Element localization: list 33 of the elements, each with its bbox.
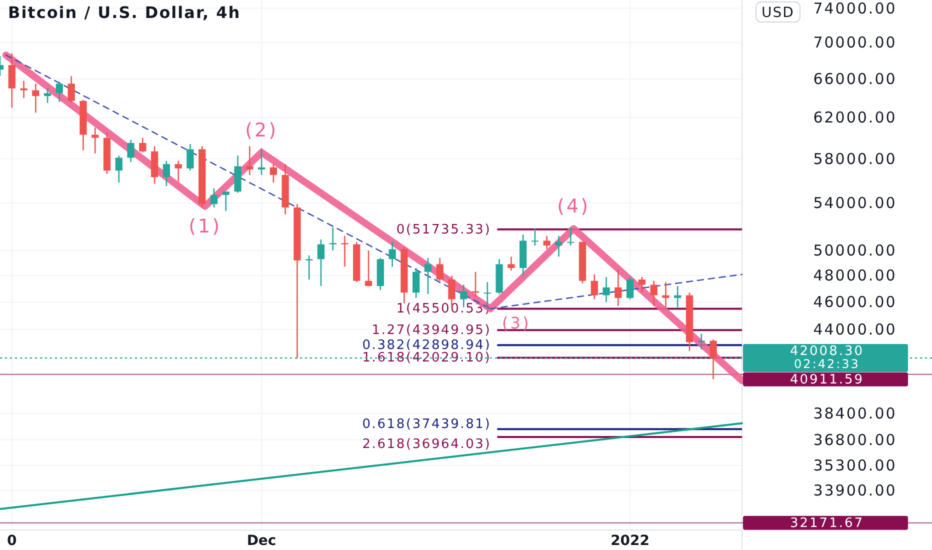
ref-line-label: 0(51735.33)	[396, 222, 492, 238]
annotation: (2)	[245, 119, 278, 142]
chart-title: Bitcoin / U.S. Dollar, 4h	[8, 3, 241, 22]
ref-line-label: 1.618(42029.10)	[362, 350, 492, 366]
y-tick-label: 33900.00	[813, 482, 897, 500]
ref-line-label: 1.27(43949.95)	[372, 323, 492, 338]
text: 02:42:33	[794, 357, 860, 372]
y-tick-label: 54000.00	[813, 194, 897, 212]
text: USD	[762, 5, 794, 21]
y-tick-label: 44000.00	[813, 320, 897, 338]
y-tick-label: 70000.00	[813, 34, 897, 52]
y-tick-label: 35300.00	[813, 456, 897, 474]
y-tick-label: 36800.00	[813, 430, 897, 449]
x-tick-label: 2022	[610, 533, 650, 549]
y-tick-label: 58000.00	[813, 150, 897, 168]
x-tick-label: Dec	[246, 533, 276, 549]
y-tick-label: 50000.00	[813, 241, 897, 260]
annotation: (3)	[502, 314, 531, 333]
y-tick-label: 74000.00	[813, 0, 897, 18]
y-tick-label: 62000.00	[813, 108, 897, 127]
y-tick-label: 48000.00	[813, 266, 897, 285]
y-tick-label: 38400.00	[813, 404, 897, 423]
annotation: (4)	[557, 196, 590, 218]
ref-line-label: 1(45500.53)	[396, 302, 492, 317]
ref-line-label: 40911.59	[790, 372, 864, 388]
ref-line-label: 0.618(37439.81)	[362, 417, 492, 432]
annotation: (1)	[188, 215, 222, 238]
y-tick-label: 46000.00	[813, 292, 897, 311]
ref-line-label: 32171.67	[790, 516, 864, 531]
y-tick-label: 66000.00	[813, 70, 897, 88]
ref-line-label: 2.618(36964.03)	[362, 437, 492, 452]
x-tick-label: 0	[7, 533, 18, 549]
ref-line-label: 42008.30	[790, 344, 864, 360]
